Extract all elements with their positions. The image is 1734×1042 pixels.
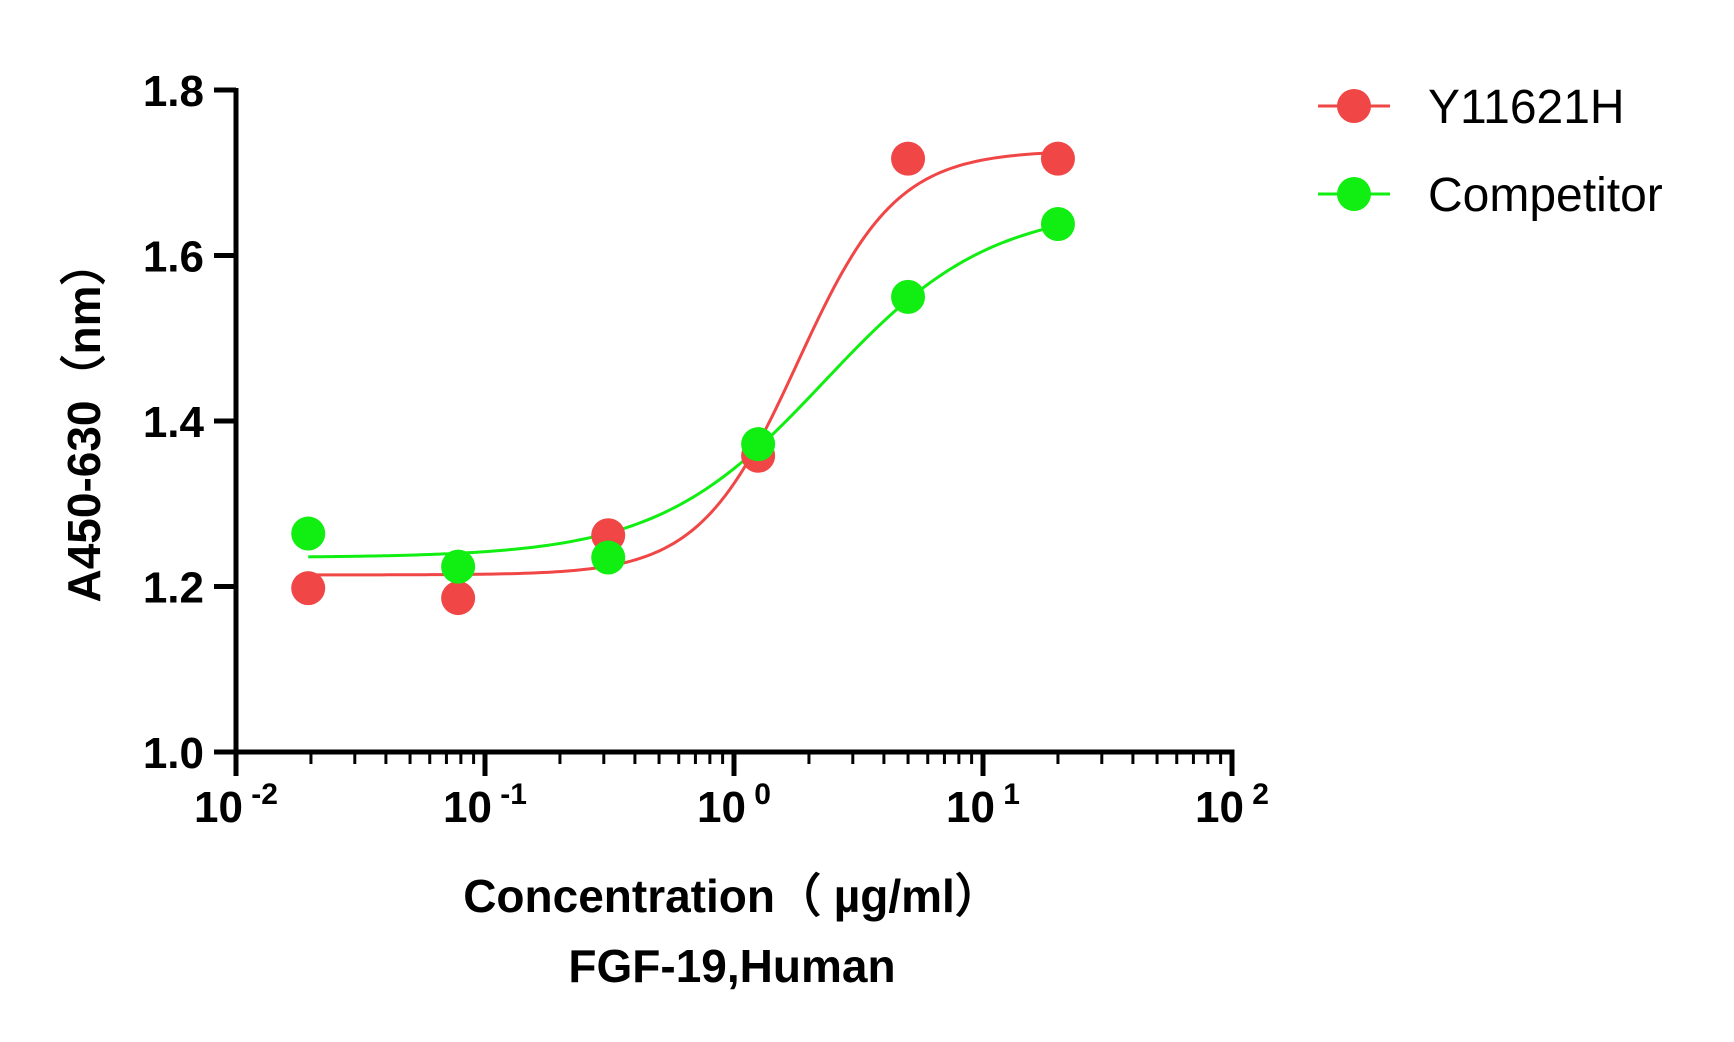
point-y11621h-5 xyxy=(1040,141,1075,176)
y-tick-label-3: 1.6 xyxy=(143,233,204,282)
legend-label-y11621h: Y11621H xyxy=(1428,81,1625,134)
legend-entry-y11621h: Y11621H xyxy=(1318,81,1625,134)
point-competitor-5 xyxy=(1040,207,1075,242)
y-tick-label-1: 1.2 xyxy=(143,564,204,613)
fit-curve-y11621h xyxy=(308,151,1059,577)
x-tick-label-3: 10 1 xyxy=(946,778,1020,832)
x-tick-label-2: 10 0 xyxy=(697,778,771,832)
point-competitor-4 xyxy=(891,279,926,314)
y-tick-label-2: 1.4 xyxy=(143,398,205,447)
data-points xyxy=(291,141,1075,616)
legend: Y11621H Competitor xyxy=(1318,81,1663,222)
x-tick-label-4: 10 2 xyxy=(1195,778,1269,832)
point-competitor-3 xyxy=(741,427,776,462)
legend-entry-competitor: Competitor xyxy=(1318,169,1663,222)
fit-curves xyxy=(308,151,1059,577)
y-tick-label-0: 1.0 xyxy=(143,729,204,778)
legend-marker-competitor xyxy=(1337,177,1371,211)
y-axis-title: A450-630（nm） xyxy=(58,239,110,602)
point-competitor-1 xyxy=(441,549,476,584)
point-competitor-2 xyxy=(591,540,626,575)
x-tick-label-1: 10 -1 xyxy=(443,778,527,832)
point-y11621h-1 xyxy=(441,581,476,616)
x-tick-label-0: 10 -2 xyxy=(194,778,278,832)
fit-curve-competitor xyxy=(308,224,1059,559)
x-axis-subtitle: FGF-19,Human xyxy=(568,940,895,992)
point-competitor-0 xyxy=(291,516,326,551)
legend-label-competitor: Competitor xyxy=(1428,169,1663,222)
axes xyxy=(233,88,1235,755)
legend-marker-y11621h xyxy=(1337,89,1371,123)
point-y11621h-0 xyxy=(291,571,326,606)
ticks: 1.0 1.2 1.4 1.6 1.8 10 -2 10 -1 10 0 10 1 10 2 xyxy=(143,67,1269,832)
y-tick-label-4: 1.8 xyxy=(143,67,204,116)
point-y11621h-4 xyxy=(891,141,926,176)
x-axis-title: Concentration（ µg/ml） xyxy=(463,870,1001,922)
